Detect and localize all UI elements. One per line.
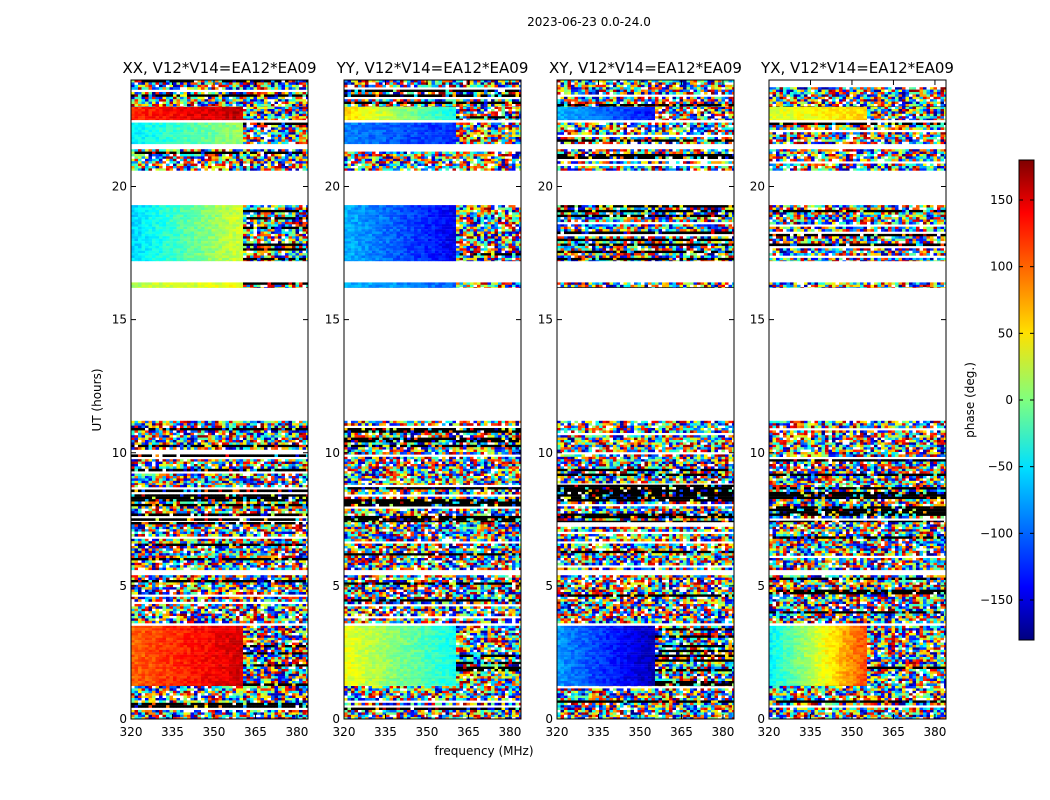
panel-1: XX, V12*V14=EA12*EA09 320 335 350 365 380 0 5 10… (112, 59, 317, 739)
panel-title: XY, V12*V14=EA12*EA09 (549, 59, 742, 77)
y-tick-label: 15 (325, 313, 340, 327)
x-tick-label: 335 (587, 725, 610, 739)
panel-title: XX, V12*V14=EA12*EA09 (122, 59, 316, 77)
x-tick-label: 365 (882, 725, 905, 739)
colorbar-tick-label: −150 (980, 593, 1013, 607)
y-tick-label: 20 (325, 180, 340, 194)
colorbar-tick-label: 100 (990, 260, 1013, 274)
x-tick-label: 365 (457, 725, 480, 739)
y-tick-label: 5 (757, 579, 765, 593)
colorbar: 150 100 50 0 −50 −100 −150 phase (deg.) (963, 160, 1034, 640)
x-tick-label: 350 (629, 725, 652, 739)
y-tick-label: 0 (545, 712, 553, 726)
y-tick-label: 10 (750, 446, 765, 460)
y-tick-label: 15 (538, 313, 553, 327)
x-tick-label: 350 (203, 725, 226, 739)
x-tick-label: 350 (416, 725, 439, 739)
panel-3: XY, V12*V14=EA12*EA09 320 335 350 365 380 0 5 10… (538, 59, 742, 739)
y-tick-label: 20 (538, 180, 553, 194)
figure-suptitle: 2023-06-23 0.0-24.0 (527, 15, 651, 29)
colorbar-tick-label: −100 (980, 526, 1013, 540)
y-tick-label: 5 (545, 579, 553, 593)
x-tick-label: 350 (841, 725, 864, 739)
x-tick-label: 380 (498, 725, 521, 739)
x-axis-label: frequency (MHz) (434, 744, 533, 758)
colorbar-label: phase (deg.) (963, 362, 977, 438)
colorbar-tick-label: 0 (1005, 393, 1013, 407)
y-axis-label: UT (hours) (90, 368, 104, 431)
y-tick-label: 5 (119, 579, 127, 593)
y-tick-label: 10 (538, 446, 553, 460)
x-tick-label: 320 (546, 725, 569, 739)
panel-2: YY, V12*V14=EA12*EA09 320 335 350 365 380 0 5 10… (325, 59, 529, 739)
y-tick-label: 20 (750, 180, 765, 194)
y-tick-label: 0 (757, 712, 765, 726)
colorbar-tick-label: −50 (988, 460, 1013, 474)
panel-title: YY, V12*V14=EA12*EA09 (336, 59, 529, 77)
x-tick-label: 365 (244, 725, 267, 739)
x-tick-label: 365 (670, 725, 693, 739)
panel-4: YX, V12*V14=EA12*EA09 320 335 350 365 380 0 5 10… (750, 59, 954, 739)
x-tick-label: 380 (711, 725, 734, 739)
x-tick-label: 335 (374, 725, 397, 739)
y-tick-label: 0 (332, 712, 340, 726)
colorbar-tick-label: 150 (990, 193, 1013, 207)
y-tick-label: 10 (325, 446, 340, 460)
y-tick-label: 0 (119, 712, 127, 726)
x-tick-label: 320 (333, 725, 356, 739)
x-tick-label: 380 (285, 725, 308, 739)
colorbar-tick-label: 50 (998, 326, 1013, 340)
x-tick-label: 335 (161, 725, 184, 739)
y-tick-label: 5 (332, 579, 340, 593)
y-tick-label: 20 (112, 180, 127, 194)
x-tick-label: 320 (120, 725, 143, 739)
panels: XX, V12*V14=EA12*EA09 320 335 350 365 380 0 5 10… (112, 59, 954, 739)
y-tick-label: 15 (112, 313, 127, 327)
y-tick-label: 10 (112, 446, 127, 460)
x-tick-label: 380 (923, 725, 946, 739)
y-tick-label: 15 (750, 313, 765, 327)
x-tick-label: 320 (758, 725, 781, 739)
x-tick-label: 335 (799, 725, 822, 739)
panel-title: YX, V12*V14=EA12*EA09 (760, 59, 954, 77)
